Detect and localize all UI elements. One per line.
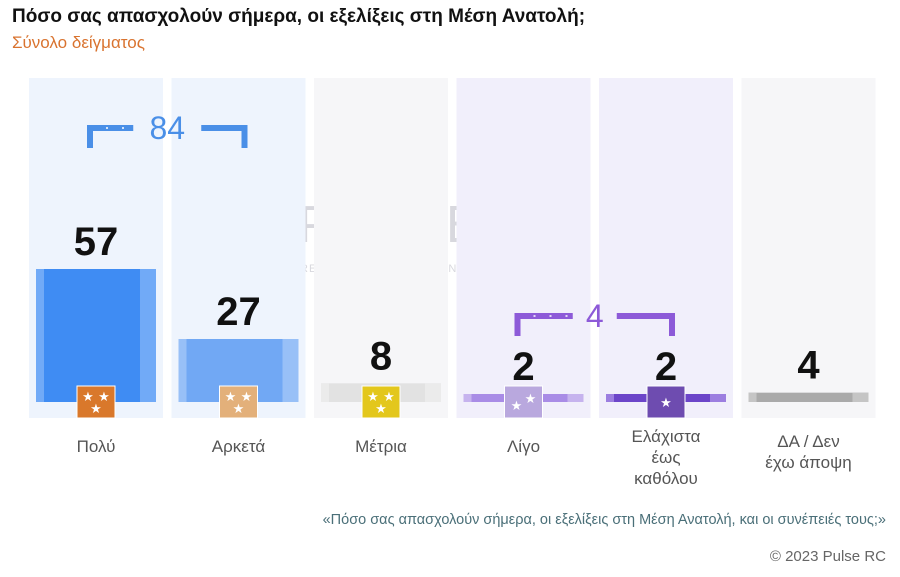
sum-bracket-1: 84 xyxy=(87,110,248,148)
star-icon: ★ xyxy=(525,392,537,407)
star-icon: ★ xyxy=(90,402,102,417)
category-label-line: καθόλου xyxy=(634,469,698,488)
value-label: 27 xyxy=(216,290,261,334)
star-badge xyxy=(646,385,686,419)
category-label-line: έως xyxy=(651,448,680,467)
star-badge xyxy=(361,385,401,419)
star-icon: ★ xyxy=(233,402,245,417)
category-label-line: έχω άποψη xyxy=(765,453,851,472)
bar-column-6: 4 ΔΑ / Δεν έχω άποψη xyxy=(741,78,876,472)
category-label-line: Ελάχιστα xyxy=(632,427,701,446)
survey-question: «Πόσο σας απασχολούν σήμερα, οι εξελίξει… xyxy=(322,512,886,528)
bar-column-1: 57★ ★★Πολύ xyxy=(29,78,163,456)
star-icon: ★ xyxy=(98,390,110,405)
star-icon: ★ xyxy=(660,396,672,411)
bar-edge-left xyxy=(36,269,44,402)
star-icon: ★ xyxy=(225,390,237,405)
star-badge xyxy=(219,385,258,419)
bar-edge-right xyxy=(425,383,441,402)
category-label: Ελάχιστα έως καθόλου xyxy=(632,427,701,488)
bar-edge-left xyxy=(606,394,614,402)
star-icon: ★ xyxy=(511,399,523,414)
star-badge xyxy=(76,385,116,419)
column-background xyxy=(599,78,733,418)
bar-edge-right xyxy=(852,392,869,402)
star-badge xyxy=(504,385,543,419)
category-label: Λίγο xyxy=(507,437,540,456)
value-label: 2 xyxy=(655,345,677,389)
category-label: Πολύ xyxy=(77,437,116,456)
bar-edge-left xyxy=(463,394,472,402)
bracket-left xyxy=(514,313,573,336)
bar-edge-left xyxy=(321,383,329,402)
category-label: ΔΑ / Δεν έχω άποψη xyxy=(765,432,851,472)
category-label-line: Λίγο xyxy=(507,437,540,456)
chart-title: Πόσο σας απασχολούν σήμερα, οι εξελίξεις… xyxy=(12,6,586,27)
column-background xyxy=(741,78,876,418)
value-label: 57 xyxy=(74,220,119,264)
category-label: Αρκετά xyxy=(212,437,266,456)
category-label-line: Μέτρια xyxy=(355,437,407,456)
value-label: 8 xyxy=(370,334,392,378)
star-icon: ★ xyxy=(367,390,379,405)
bracket-right xyxy=(616,313,675,336)
column-background xyxy=(456,78,591,418)
bracket-total-label: 4 xyxy=(586,298,604,334)
bar xyxy=(748,392,869,402)
bracket-right xyxy=(201,125,248,148)
copyright-notice: © 2023 Pulse RC xyxy=(769,548,886,565)
bar-column-2: 27★ ★★Αρκετά xyxy=(171,78,306,456)
bracket-left xyxy=(87,125,134,148)
bar-edge-left xyxy=(748,392,757,402)
chart-subtitle: Σύνολο δείγματος xyxy=(12,33,145,52)
bar-edge-right xyxy=(282,339,299,402)
category-label-line: Αρκετά xyxy=(212,437,266,456)
bar xyxy=(36,269,156,402)
bar-edge-left xyxy=(178,339,187,402)
star-icon: ★ xyxy=(383,390,395,405)
category-label: Μέτρια xyxy=(355,437,407,456)
bracket-total-label: 84 xyxy=(149,110,185,146)
bar-edge-right xyxy=(140,269,156,402)
star-icon: ★ xyxy=(375,402,387,417)
category-label-line: Πολύ xyxy=(77,437,116,456)
value-label: 4 xyxy=(797,344,820,388)
star-icon: ★ xyxy=(241,390,253,405)
bar-column-4: 2 ★ ★ Λίγο xyxy=(456,78,591,456)
column-background xyxy=(314,78,448,418)
bar-edge-right xyxy=(567,394,584,402)
sum-bracket-2: 4 xyxy=(514,298,675,336)
bar-edge-right xyxy=(710,394,726,402)
bar-column-5: 2 ★ Ελάχιστα έως καθόλου xyxy=(599,78,733,488)
bar-column-3: 8★ ★★Μέτρια xyxy=(314,78,448,456)
value-label: 2 xyxy=(512,345,534,389)
category-label-line: ΔΑ / Δεν xyxy=(777,432,839,451)
star-icon: ★ xyxy=(82,390,94,405)
